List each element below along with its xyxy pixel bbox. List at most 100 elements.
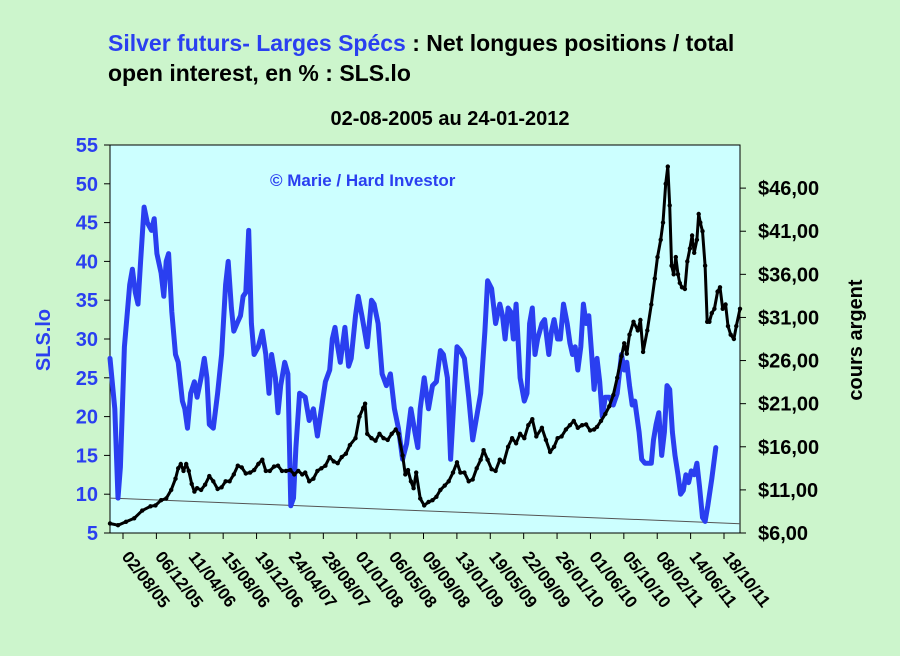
series-point-cours-argent [734,323,739,329]
series-point-cours-argent [405,467,411,473]
series-point-cours-argent [591,427,597,432]
series-point-cours-argent [132,516,137,521]
series-point-cours-argent [551,444,557,449]
series-point-cours-argent [707,319,712,324]
series-point-cours-argent [513,441,519,446]
series-point-cours-argent [315,468,320,474]
series-point-cours-argent [571,418,576,424]
y-tick-label-left: 15 [76,445,98,467]
series-point-cours-argent [311,476,316,481]
series-point-cours-argent [381,436,386,441]
series-point-cours-argent [198,487,204,493]
series-point-cours-argent [438,487,443,493]
series-point-cours-argent [283,468,289,474]
series-point-cours-argent [189,481,194,487]
series-point-cours-argent [663,181,668,186]
series-point-cours-argent [640,349,646,355]
series-point-cours-argent [575,425,580,430]
series-point-cours-argent [223,479,228,484]
series-point-cours-argent [692,250,697,255]
series-point-cours-argent [357,414,362,419]
y-tick-label-left: 55 [76,135,98,157]
plot-area [109,144,741,534]
series-point-cours-argent [347,442,353,448]
chart-title: Silver futurs- Larges Spécs : Net longue… [108,28,734,88]
series-point-cours-argent [615,375,620,380]
y-tick-label-right: $46,00 [758,178,819,200]
series-point-cours-argent [694,237,700,242]
series-point-cours-argent [712,306,717,311]
series-point-cours-argent [194,486,200,491]
chart-title-blue: Silver futurs- Larges Spécs [108,30,406,56]
series-point-cours-argent [362,401,368,406]
series-point-cours-argent [385,437,390,443]
series-point-cours-argent [635,328,640,333]
series-point-cours-argent [408,479,414,484]
series-point-cours-argent [658,237,663,242]
y-tick-label-left: 50 [76,174,98,196]
series-line-sls-lo [107,204,719,524]
chart-title-black: : Net longues positions / total [405,30,735,56]
series-point-cours-argent [176,466,181,471]
series-point-cours-argent [442,483,447,488]
series-point-cours-argent [665,164,670,169]
series-point-cours-argent [517,431,523,436]
series-point-cours-argent [288,467,293,473]
series-point-cours-argent [251,467,257,473]
series-point-cours-argent [478,457,483,462]
series-point-cours-argent [279,468,285,474]
series-point-cours-argent [555,436,560,441]
series-point-cours-argent [396,431,401,436]
series-point-cours-argent [247,470,253,475]
series-point-cours-argent [649,302,654,307]
series-point-cours-argent [682,286,688,292]
y-tick-label-left: 5 [87,523,98,545]
series-point-cours-argent [339,454,344,460]
series-point-cours-argent [522,436,527,441]
series-point-cours-argent [323,463,328,468]
series-point-cours-argent [725,323,731,329]
series-point-cours-argent [202,482,208,487]
series-point-cours-argent [474,466,479,471]
series-point-cours-argent [731,336,737,342]
series-point-cours-argent [353,436,358,441]
series-point-cours-argent [673,254,678,260]
series-point-cours-argent [335,461,340,466]
series-point-cours-argent [470,477,475,482]
series-point-cours-argent [158,498,164,503]
series-point-cours-argent [611,392,616,398]
series-point-cours-argent [243,471,248,476]
series-point-cours-argent [454,460,460,465]
series-point-cours-argent [430,498,435,503]
series-point-cours-argent [669,263,674,268]
series-point-cours-argent [526,423,531,428]
series-point-cours-argent [723,302,728,307]
y-tick-label-right: $16,00 [758,437,819,459]
y-tick-label-right: $31,00 [758,307,819,329]
series-point-cours-argent [207,473,212,479]
series-point-cours-argent [327,454,332,460]
y-tick-label-right: $11,00 [758,480,818,502]
series-point-cours-argent [331,459,336,464]
series-point-cours-argent [687,246,693,251]
watermark-text: © Marie / Hard Investor [270,171,456,190]
series-point-cours-argent [466,479,471,484]
series-point-cours-argent [181,468,186,474]
series-point-cours-argent [231,472,236,477]
series-point-cours-argent [622,341,627,346]
series-point-cours-argent [655,254,660,260]
series-point-cours-argent [696,211,701,217]
series-point-cours-argent [652,276,657,281]
series-point-cours-argent [675,272,681,277]
series-point-cours-argent [227,479,232,484]
series-point-cours-argent [403,472,408,477]
series-point-cours-argent [543,437,549,443]
series-point-cours-argent [627,332,632,337]
series-point-cours-argent [140,508,145,513]
series-point-cours-argent [260,457,265,462]
series-point-cours-argent [583,422,589,427]
series-point-cours-argent [215,486,220,492]
series-point-cours-argent [178,461,183,467]
series-point-cours-argent [239,465,244,470]
y-tick-label-right: $36,00 [758,264,819,286]
